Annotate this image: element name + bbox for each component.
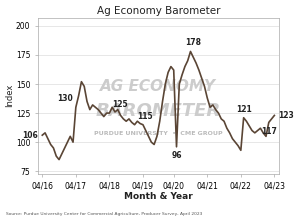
Title: Ag Economy Barometer: Ag Economy Barometer bbox=[97, 6, 220, 16]
Y-axis label: Index: Index bbox=[6, 84, 15, 107]
X-axis label: Month & Year: Month & Year bbox=[124, 192, 193, 201]
Text: PURDUE UNIVERSITY  •  CME GROUP: PURDUE UNIVERSITY • CME GROUP bbox=[94, 131, 223, 136]
Text: Source: Purdue University Center for Commercial Agriculture, Producer Survey, Ap: Source: Purdue University Center for Com… bbox=[6, 212, 202, 216]
Text: 106: 106 bbox=[22, 131, 38, 140]
Text: 125: 125 bbox=[112, 100, 128, 109]
Text: 121: 121 bbox=[236, 105, 251, 113]
Text: 123: 123 bbox=[279, 111, 294, 120]
Text: AG ECONOMY: AG ECONOMY bbox=[100, 79, 216, 94]
Text: BAROMETER: BAROMETER bbox=[96, 102, 221, 120]
Text: 96: 96 bbox=[171, 151, 182, 160]
Text: 115: 115 bbox=[137, 112, 153, 121]
Text: 130: 130 bbox=[57, 94, 73, 103]
Text: 117: 117 bbox=[261, 127, 277, 136]
Text: 178: 178 bbox=[185, 38, 201, 47]
